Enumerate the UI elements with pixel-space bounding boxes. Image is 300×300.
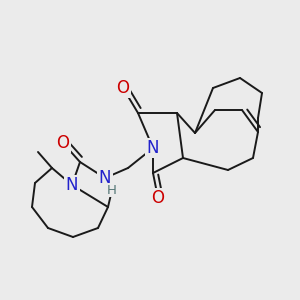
Text: N: N <box>99 169 111 187</box>
Text: O: O <box>152 189 164 207</box>
Text: H: H <box>107 184 116 196</box>
Text: O: O <box>56 134 70 152</box>
Text: N: N <box>147 139 159 157</box>
Text: O: O <box>116 79 130 97</box>
Text: N: N <box>66 176 78 194</box>
